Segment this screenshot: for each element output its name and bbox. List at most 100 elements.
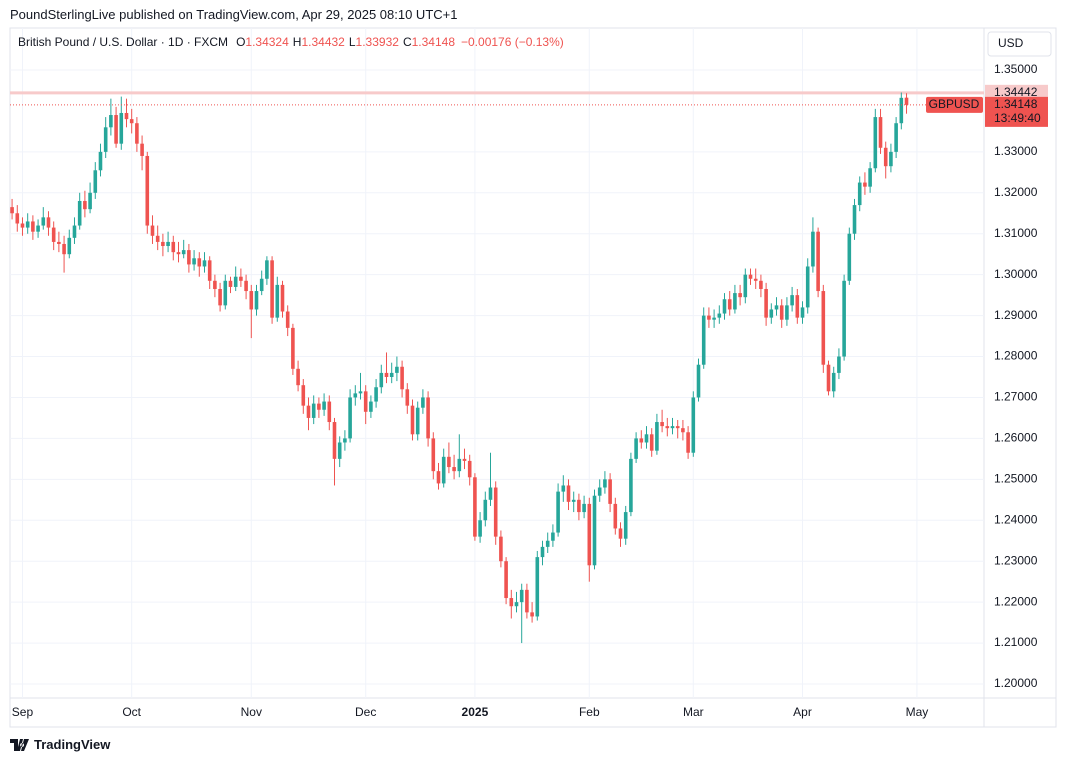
y-tick-label: 1.33000 bbox=[994, 144, 1038, 158]
currency-button[interactable] bbox=[987, 31, 1052, 57]
candle-body bbox=[587, 503, 592, 566]
candle-body bbox=[488, 487, 493, 500]
x-tick-label: Feb bbox=[579, 705, 600, 719]
candle-body bbox=[421, 397, 425, 408]
candle-body bbox=[207, 260, 212, 281]
candle-body bbox=[93, 170, 98, 193]
candle-body bbox=[270, 260, 274, 318]
candle-body bbox=[873, 117, 878, 169]
candle-body bbox=[166, 241, 170, 247]
candle-body bbox=[20, 223, 25, 228]
candle-body bbox=[239, 276, 243, 281]
candle-body bbox=[608, 479, 612, 504]
candle-body bbox=[727, 299, 732, 310]
candle-body bbox=[649, 434, 654, 451]
candle-body bbox=[733, 293, 737, 310]
candle-body bbox=[566, 485, 571, 502]
candle-body bbox=[800, 307, 805, 318]
candle-body bbox=[592, 495, 597, 566]
candle-body bbox=[62, 243, 66, 255]
candle-body bbox=[852, 205, 857, 234]
legend-value: 1.33932 bbox=[356, 35, 400, 49]
candle-body bbox=[114, 115, 118, 144]
candle-body bbox=[379, 372, 384, 388]
candle-body bbox=[785, 305, 789, 320]
candle-body bbox=[551, 532, 555, 541]
y-tick-label: 1.27000 bbox=[994, 390, 1038, 404]
candle-body bbox=[816, 231, 820, 292]
candle-body bbox=[530, 612, 534, 617]
candle-body bbox=[83, 200, 87, 210]
candle-body bbox=[358, 391, 363, 394]
candle-body bbox=[103, 127, 108, 152]
y-tick-label: 1.29000 bbox=[994, 308, 1038, 322]
candle-body bbox=[145, 155, 150, 226]
candle-body bbox=[675, 426, 680, 429]
candle-body bbox=[670, 426, 675, 429]
candle-body bbox=[790, 295, 794, 306]
candle-body bbox=[374, 387, 378, 402]
candle-body bbox=[311, 403, 316, 418]
candle-body bbox=[795, 295, 800, 318]
candle-body bbox=[519, 589, 524, 603]
candle-body bbox=[51, 227, 56, 242]
candle-body bbox=[712, 317, 716, 320]
candle-body bbox=[847, 233, 852, 281]
y-tick-label: 1.25000 bbox=[994, 472, 1038, 486]
candle-body bbox=[135, 123, 139, 144]
candle-body bbox=[774, 305, 779, 310]
candle-body bbox=[389, 372, 394, 377]
y-tick-label: 1.32000 bbox=[994, 185, 1038, 199]
candle-body bbox=[218, 288, 222, 306]
candle-body bbox=[426, 397, 430, 439]
candle-body bbox=[561, 485, 566, 492]
y-tick-label: 1.26000 bbox=[994, 431, 1038, 445]
publish-header: PoundSterlingLive published on TradingVi… bbox=[10, 7, 458, 22]
price-label-bg bbox=[985, 96, 1048, 127]
candle-body bbox=[759, 280, 763, 289]
candle-body bbox=[431, 438, 436, 472]
candle-body bbox=[41, 217, 46, 226]
x-tick-label: Mar bbox=[683, 705, 704, 719]
candle-body bbox=[259, 278, 264, 292]
candle-body bbox=[119, 112, 124, 144]
y-tick-label: 1.21000 bbox=[994, 635, 1038, 649]
candle-body bbox=[150, 225, 155, 236]
legend-field: C bbox=[403, 35, 412, 49]
logo bbox=[10, 738, 29, 751]
currency: USD bbox=[998, 36, 1024, 50]
legend-field: L bbox=[349, 35, 356, 49]
candle-body bbox=[410, 405, 415, 435]
candle-body bbox=[155, 235, 160, 242]
candle-body bbox=[36, 225, 40, 232]
candle-body bbox=[655, 422, 659, 451]
candle-body bbox=[441, 456, 446, 484]
candle-body bbox=[805, 266, 810, 308]
candle-body bbox=[291, 327, 295, 369]
candle-body bbox=[748, 274, 753, 279]
candle-body bbox=[202, 260, 207, 267]
candle-body bbox=[348, 397, 352, 439]
candle-body bbox=[462, 458, 467, 461]
legend-field: O bbox=[236, 35, 245, 49]
legend-value: 1.34324 bbox=[245, 35, 289, 49]
candle-body bbox=[306, 405, 311, 418]
candle-body bbox=[863, 182, 867, 187]
candle-body bbox=[857, 182, 862, 206]
countdown: 13:49:40 bbox=[994, 111, 1041, 125]
candle-body bbox=[98, 151, 103, 171]
candle-body bbox=[31, 221, 35, 232]
candle-body bbox=[467, 460, 472, 478]
candle-body bbox=[904, 97, 909, 105]
candle-body bbox=[72, 225, 77, 238]
candle-body bbox=[743, 274, 748, 298]
candle-body bbox=[109, 115, 113, 128]
candle-body bbox=[343, 438, 347, 443]
candle-body bbox=[181, 250, 186, 255]
candle-body bbox=[275, 284, 280, 318]
candle-body bbox=[722, 299, 727, 314]
candle-body bbox=[337, 442, 342, 459]
candle-body bbox=[514, 602, 519, 607]
candle-body bbox=[525, 589, 529, 613]
